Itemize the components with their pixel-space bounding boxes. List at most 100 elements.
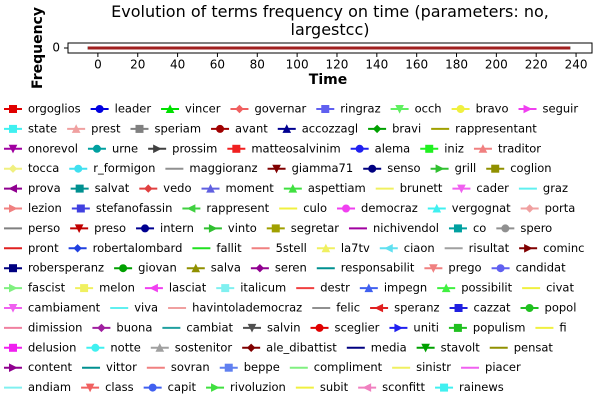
legend-item: accozzagl — [277, 121, 358, 135]
legend-marker — [9, 105, 17, 113]
legend-marker — [73, 244, 82, 253]
legend-item: culo — [279, 201, 327, 215]
legend-item: stavolt — [416, 340, 480, 354]
legend-marker — [372, 124, 382, 134]
legend-label: maggioranz — [189, 161, 257, 175]
legend-label: democraz — [361, 201, 418, 215]
legend-item: sconfitt — [358, 380, 426, 394]
legend-item: lasciat — [144, 281, 207, 295]
legend-label: cazzat — [474, 301, 511, 315]
legend-item: iniz — [420, 141, 464, 155]
legend-label: lasciat — [169, 281, 207, 295]
legend-marker — [374, 303, 384, 313]
legend-item: brunett — [375, 181, 443, 195]
legend-label: matteosalvinim — [251, 141, 340, 155]
legend-label: r_formigon — [93, 161, 155, 175]
legend-item: sovran — [146, 360, 210, 374]
legend-label: giamma71 — [292, 161, 354, 175]
x-tick-label: 200 — [485, 58, 508, 72]
legend-label: tocca — [28, 161, 59, 175]
legend-marker — [95, 105, 104, 113]
legend-label: beppe — [244, 360, 280, 374]
legend-item: r_formigon — [69, 161, 155, 175]
legend-item: co — [448, 221, 486, 235]
legend-label: orgoglios — [28, 102, 81, 116]
legend-marker — [456, 105, 465, 113]
legend-marker — [435, 164, 445, 174]
legend-marker — [155, 343, 165, 352]
legend-label: co — [473, 221, 486, 235]
legend-item: democraz — [337, 201, 418, 215]
legend-label: rappresentant — [455, 121, 537, 135]
legend-marker — [75, 184, 84, 193]
legend-item: prego — [424, 261, 482, 275]
legend-label: havintolademocraz — [192, 301, 302, 315]
legend-marker — [141, 224, 150, 233]
legend-marker — [355, 144, 364, 153]
legend-item: avant — [211, 121, 268, 135]
legend-marker — [421, 343, 430, 353]
x-tick-label: 180 — [445, 58, 468, 72]
x-tick-label: 60 — [210, 58, 225, 72]
legend-label: vedo — [163, 181, 191, 195]
legend-item: pensat — [489, 340, 553, 354]
legend-label: stefanofassin — [96, 201, 173, 215]
legend-label: la7tv — [341, 241, 370, 255]
x-tick-label: 0 — [94, 58, 102, 72]
legend-item: ale_dibattist — [242, 340, 337, 354]
legend-item: havintolademocraz — [168, 301, 302, 315]
legend-label: brunett — [400, 181, 443, 195]
legend-marker — [216, 124, 225, 133]
legend-item: responsabilit — [316, 261, 415, 275]
legend-label: aspettiam — [308, 181, 366, 195]
legend-label: robersperanz — [28, 261, 104, 275]
legend-item: populism — [448, 320, 525, 334]
legend-item: cader — [452, 181, 509, 195]
legend-marker — [364, 283, 374, 293]
legend-item: subit — [295, 380, 349, 394]
legend-item: italicum — [216, 281, 286, 295]
legend-item: governar — [230, 102, 307, 116]
legend-marker — [9, 124, 17, 133]
legend-marker — [91, 343, 100, 352]
legend-marker — [523, 104, 533, 114]
legend-label: cominc — [543, 241, 584, 255]
legend-item: delusion — [4, 340, 76, 354]
legend-marker — [454, 304, 463, 312]
legend-item: prova — [4, 181, 61, 195]
legend-marker — [342, 204, 351, 213]
legend-label: class — [105, 380, 134, 394]
legend-label: vittor — [106, 360, 137, 374]
legend-item: giovan — [114, 261, 177, 275]
legend-item: ciaon — [379, 241, 435, 255]
x-axis-label: Time — [309, 72, 347, 88]
legend-item: giamma71 — [267, 161, 354, 175]
legend-label: compliment — [314, 360, 383, 374]
legend-label: capit — [168, 380, 197, 394]
x-tick-label: 40 — [170, 58, 185, 72]
legend-item: senso — [363, 161, 421, 175]
legend-marker — [235, 104, 244, 114]
legend-item: coglion — [486, 161, 552, 175]
legend-label: vergognat — [452, 201, 511, 215]
legend-label: dimission — [28, 320, 82, 334]
legend-item: nichivendol — [348, 221, 439, 235]
legend-marker — [496, 264, 505, 273]
legend-item: speriam — [130, 121, 201, 135]
legend-label: sconfitt — [382, 380, 425, 394]
legend-marker — [135, 124, 144, 133]
legend-marker — [165, 104, 175, 113]
legend-label: andiam — [28, 380, 71, 394]
legend-item: cambiat — [162, 320, 233, 334]
legend-label: fascist — [28, 281, 66, 295]
y-axis-label: Frequency — [30, 7, 46, 89]
legend-label: piacer — [485, 360, 521, 374]
y-tick-label: 0 — [52, 41, 60, 55]
legend-item: salva — [186, 261, 241, 275]
legend-marker — [97, 323, 106, 333]
legend-marker — [8, 164, 18, 173]
legend-marker — [224, 363, 233, 372]
legend-label: destr — [320, 281, 350, 295]
legend-item: fi — [535, 320, 567, 334]
